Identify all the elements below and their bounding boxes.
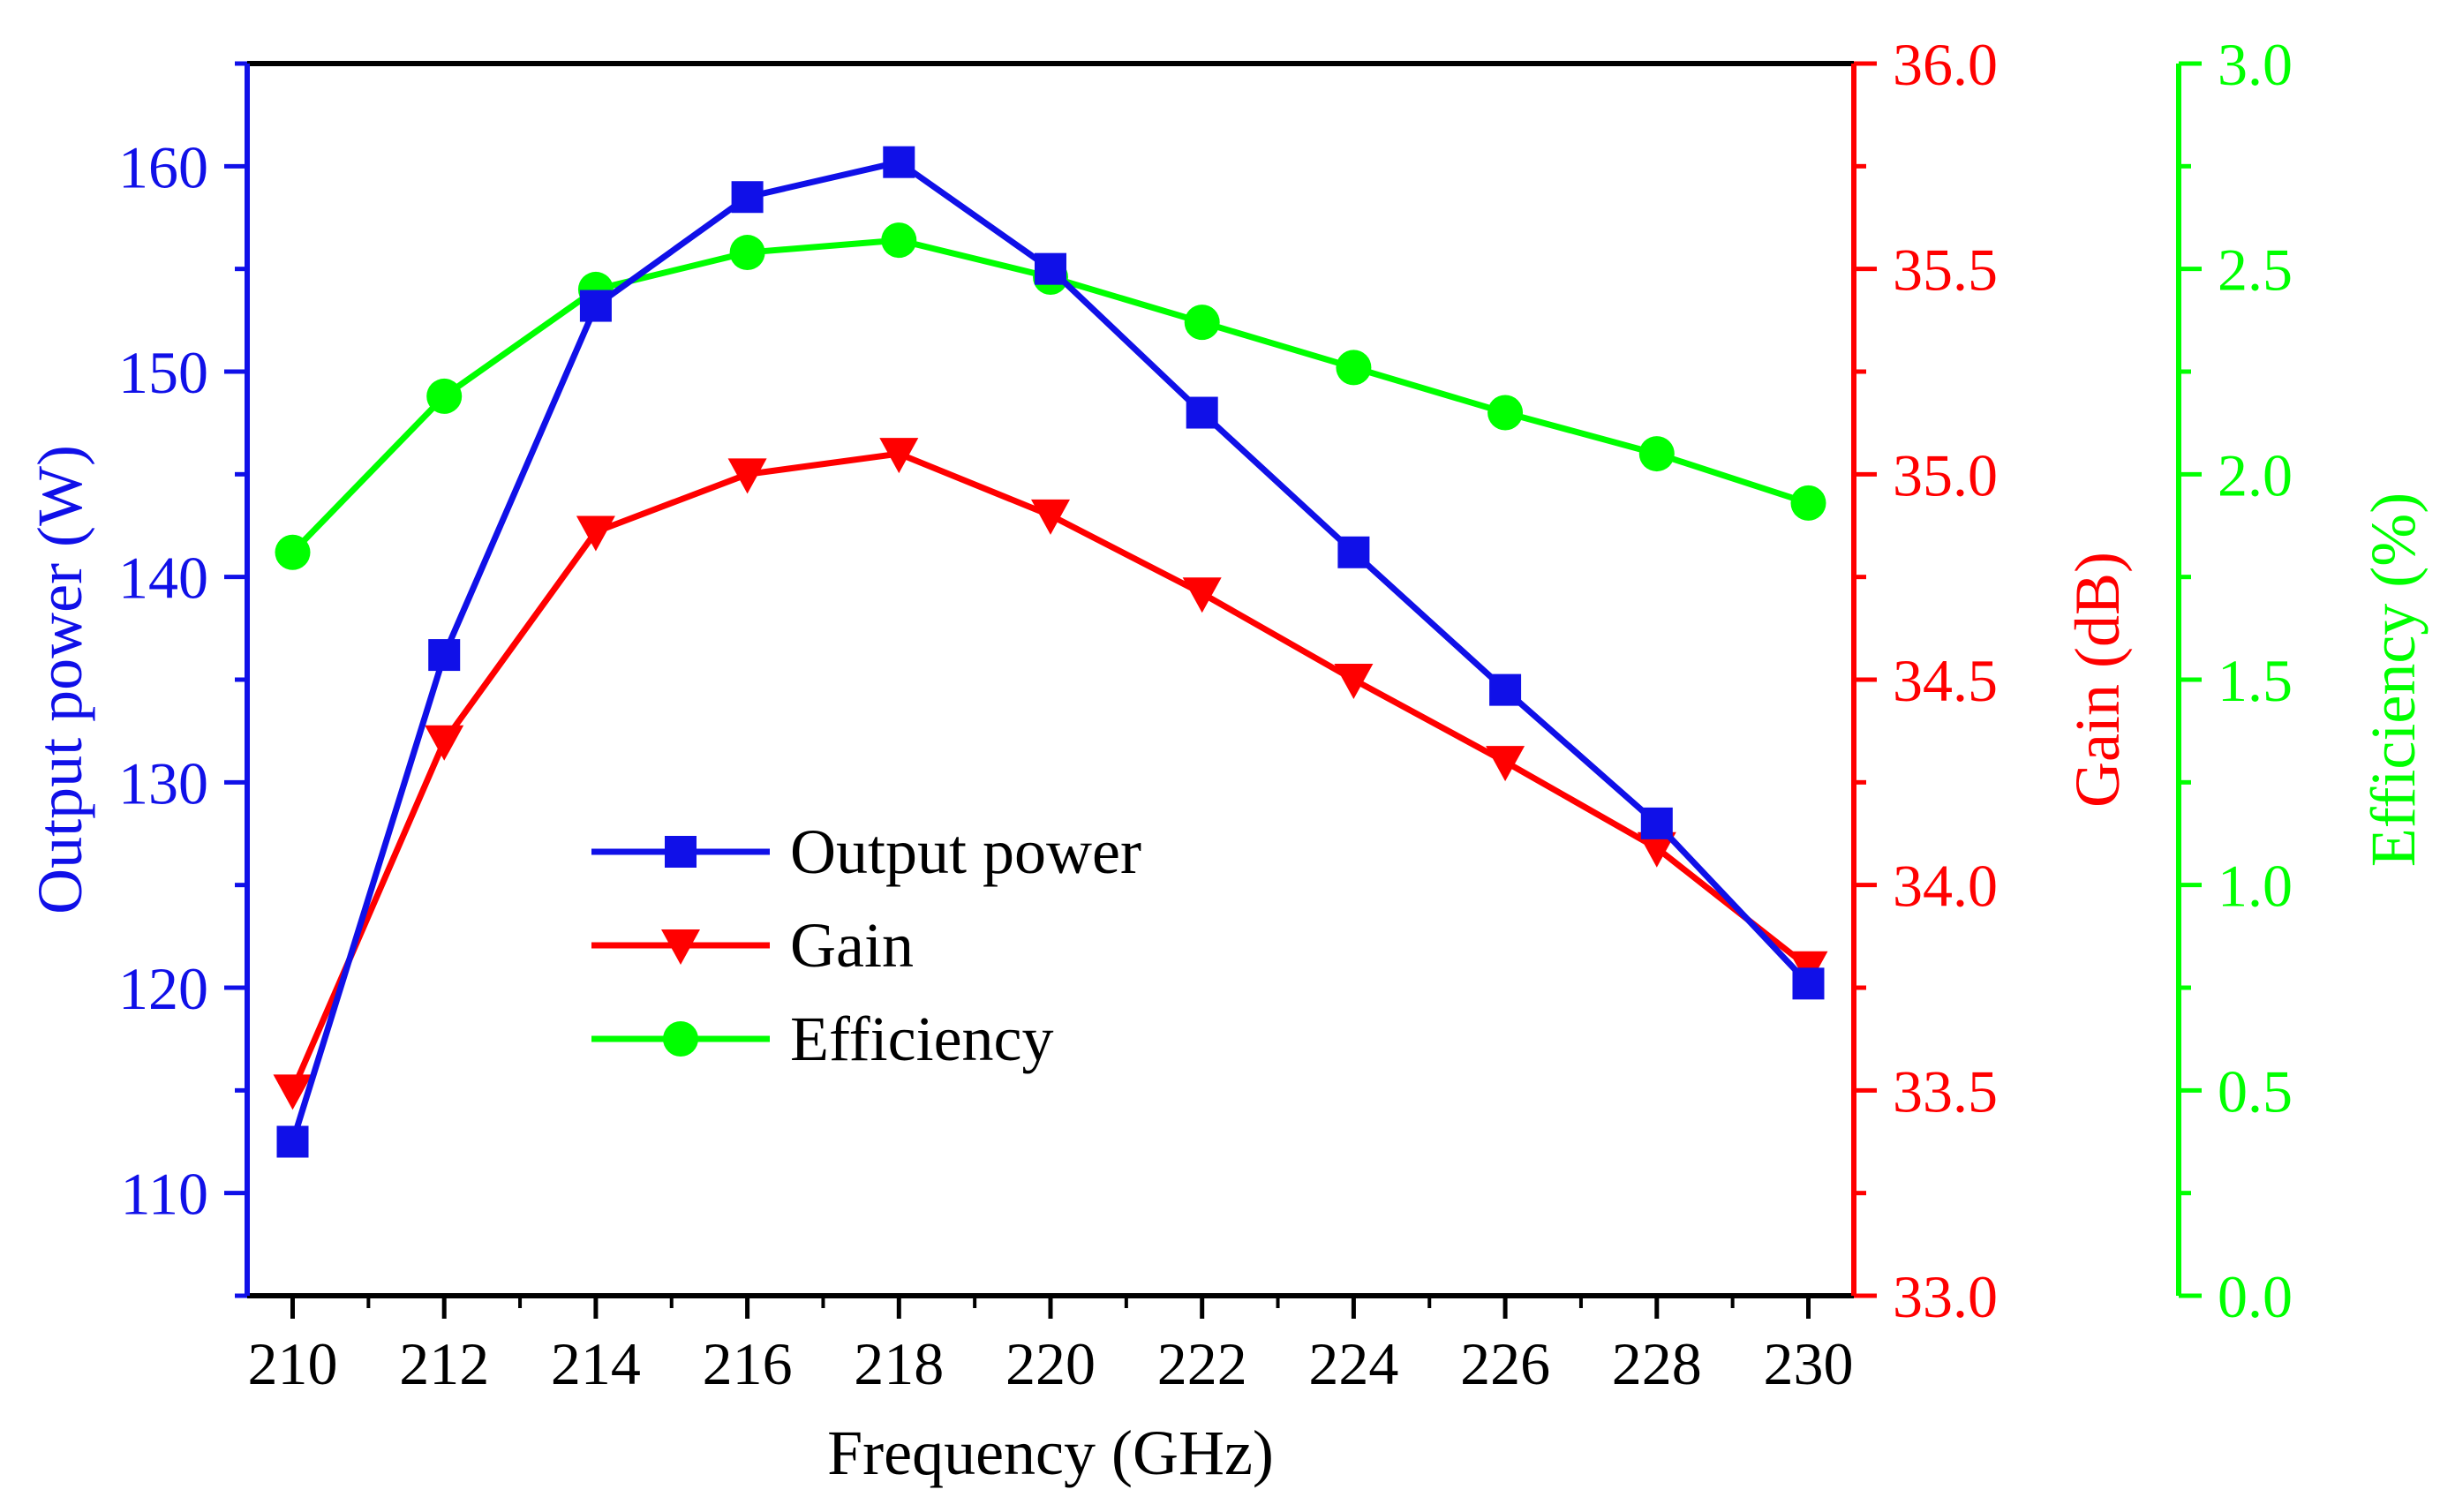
data-point <box>1487 395 1524 431</box>
data-point <box>275 534 311 570</box>
gain-tick-label: 34.5 <box>1893 647 1998 714</box>
data-point <box>1334 664 1374 699</box>
data-point <box>1489 673 1522 706</box>
legend-entry: Output power <box>591 816 1141 887</box>
power-tick-label: 130 <box>118 749 208 816</box>
legend-marker <box>665 836 697 868</box>
efficiency-tick-label: 2.0 <box>2218 441 2293 508</box>
data-point <box>1035 252 1066 285</box>
legend-marker <box>661 929 700 965</box>
efficiency-axis-title: Efficiency (%) <box>2358 493 2429 867</box>
data-point <box>425 725 464 761</box>
gain-tick-label: 35.0 <box>1893 441 1998 508</box>
efficiency-tick-label: 0.5 <box>2218 1057 2293 1125</box>
gain-axis-title: Gain (dB) <box>2062 552 2133 808</box>
data-point <box>1031 499 1070 535</box>
x-tick-label: 210 <box>248 1330 338 1397</box>
efficiency-tick-label: 1.5 <box>2218 647 2293 714</box>
legend-label: Efficiency <box>790 1004 1054 1074</box>
x-axis: 210 212 214 216 218 220 222 224 226 228 230 <box>248 1296 1853 1397</box>
x-tick-label: 214 <box>551 1330 641 1397</box>
data-point <box>883 146 915 178</box>
data-point <box>729 235 765 271</box>
data-point <box>1186 396 1218 429</box>
legend-entry: Efficiency <box>591 1004 1054 1074</box>
series-output-power <box>276 146 1825 1158</box>
power-tick-label: 110 <box>121 1161 208 1228</box>
gain-tick-label: 33.5 <box>1893 1057 1998 1125</box>
x-tick-label: 228 <box>1612 1330 1702 1397</box>
data-point <box>1792 967 1825 1000</box>
data-point <box>426 378 463 414</box>
legend-label: Output power <box>790 816 1141 887</box>
x-tick-label: 230 <box>1763 1330 1853 1397</box>
efficiency-tick-label: 2.5 <box>2218 237 2293 304</box>
data-point <box>1486 746 1525 782</box>
data-point <box>1637 831 1676 868</box>
data-point <box>1790 485 1826 521</box>
x-tick-label: 212 <box>399 1330 489 1397</box>
efficiency-tick-label: 0.0 <box>2218 1263 2293 1330</box>
gain-tick-label: 35.5 <box>1893 237 1998 304</box>
x-tick-label: 220 <box>1005 1330 1096 1397</box>
data-point <box>881 222 917 259</box>
power-tick-label: 160 <box>118 133 208 200</box>
data-point <box>1638 436 1675 472</box>
data-point <box>1182 577 1222 613</box>
data-point <box>576 515 615 552</box>
power-axis-title: Output power (W) <box>25 445 95 914</box>
series-line <box>290 159 1811 1143</box>
power-tick-label: 150 <box>118 339 208 406</box>
gain-tick-label: 36.0 <box>1893 31 1998 98</box>
legend-entry: Gain <box>591 910 914 981</box>
data-point <box>1336 350 1372 386</box>
data-point <box>731 181 764 214</box>
data-point <box>1337 536 1370 568</box>
legend-label: Gain <box>790 910 914 981</box>
data-point <box>1184 305 1220 341</box>
gain-tick-label: 33.0 <box>1893 1263 1998 1330</box>
x-tick-label: 226 <box>1460 1330 1550 1397</box>
x-tick-label: 216 <box>703 1330 793 1397</box>
legend-marker <box>663 1021 698 1057</box>
x-tick-label: 222 <box>1157 1330 1247 1397</box>
data-point <box>579 290 612 322</box>
gain-tick-label: 34.0 <box>1893 853 1998 920</box>
x-tick-label: 218 <box>854 1330 944 1397</box>
data-point <box>1640 807 1673 839</box>
data-point <box>273 1074 313 1110</box>
power-tick-label: 120 <box>118 955 208 1022</box>
x-tick-label: 224 <box>1308 1330 1398 1397</box>
legend: Output power Gain Efficiency <box>591 816 1141 1074</box>
data-point <box>276 1125 309 1158</box>
data-point <box>879 438 919 474</box>
power-tick-label: 140 <box>118 545 208 612</box>
x-axis-title: Frequency (GHz) <box>827 1418 1274 1488</box>
series-line <box>290 450 1811 1092</box>
efficiency-tick-label: 1.0 <box>2218 853 2293 920</box>
y-axes: 110 120 130 140 150 160 Output power (W) 33.0 33… <box>25 31 2429 1330</box>
series-layer <box>273 146 1828 1158</box>
efficiency-tick-label: 3.0 <box>2218 31 2293 98</box>
data-point <box>727 458 767 494</box>
data-point <box>428 639 461 672</box>
